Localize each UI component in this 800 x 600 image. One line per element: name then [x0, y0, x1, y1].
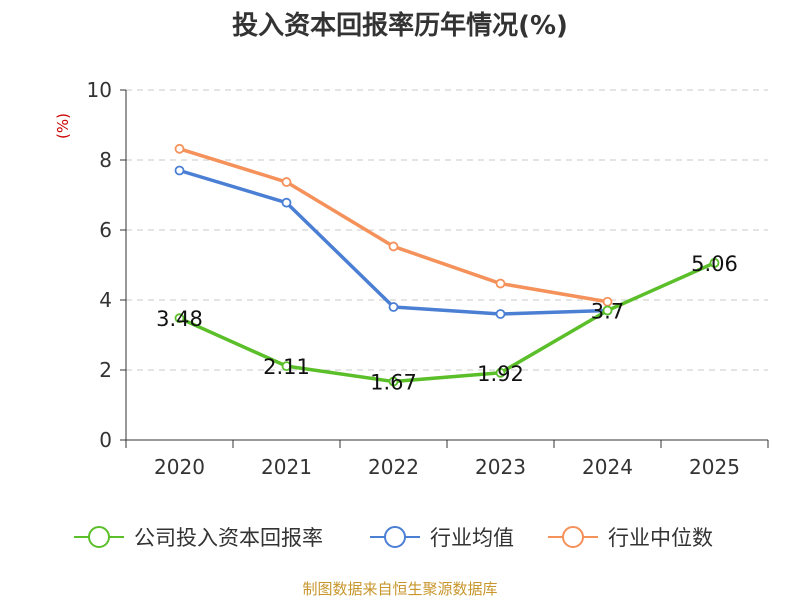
legend-marker	[384, 526, 406, 548]
legend-label: 行业均值	[430, 526, 514, 550]
x-tick-label: 2025	[689, 455, 740, 479]
data-point	[281, 177, 292, 187]
legend-marker	[562, 526, 584, 548]
legend: 公司投入资本回报率 行业均值 行业中位数	[74, 526, 713, 550]
x-tick-label: 2021	[261, 455, 312, 479]
x-tick-label: 2020	[154, 455, 205, 479]
data-point	[495, 278, 506, 289]
x-tick-label: 2022	[368, 455, 419, 479]
data-point	[388, 241, 399, 252]
x-tick-label: 2024	[582, 455, 633, 479]
data-point	[495, 309, 506, 319]
chart-title: 投入资本回报率历年情况(%)	[232, 10, 568, 41]
legend-marker	[88, 526, 110, 548]
data-point	[709, 257, 720, 268]
y-tick-label: 10	[87, 78, 112, 102]
data-label: 5.06	[691, 252, 738, 276]
data-point	[495, 367, 506, 378]
data-label: 3.48	[156, 307, 203, 331]
source-note: 制图数据来自恒生聚源数据库	[302, 580, 497, 598]
y-axis-unit: (%)	[54, 113, 72, 139]
data-point	[174, 165, 185, 176]
y-tick-label: 4	[99, 288, 112, 312]
data-label: 1.92	[477, 362, 524, 386]
y-tick-label: 2	[99, 358, 112, 382]
data-point	[388, 376, 399, 387]
axes: 0 2 4 6 8 10 2020 2021 2022 2023 2024 2025	[87, 78, 769, 479]
legend-label: 公司投入资本回报率	[134, 526, 323, 550]
data-label: 2.11	[263, 355, 310, 379]
data-point	[388, 302, 399, 312]
legend-label: 行业中位数	[608, 526, 713, 550]
series-lines	[174, 143, 720, 387]
data-point	[281, 361, 292, 372]
series-line-0	[177, 261, 717, 384]
grid-lines	[126, 89, 768, 371]
x-tick-label: 2023	[475, 455, 526, 479]
y-tick-label: 8	[99, 148, 112, 172]
data-point	[602, 305, 613, 316]
data-point	[281, 197, 292, 208]
data-point	[174, 143, 185, 154]
series-line-2	[177, 147, 610, 304]
data-label: 3.7	[591, 300, 624, 324]
data-label: 1.67	[370, 371, 417, 395]
y-tick-label: 6	[99, 218, 112, 242]
data-labels: 3.48 2.11 1.67 1.92 3.7 5.06	[156, 252, 738, 395]
y-tick-label: 0	[99, 428, 112, 452]
data-point	[174, 313, 185, 324]
